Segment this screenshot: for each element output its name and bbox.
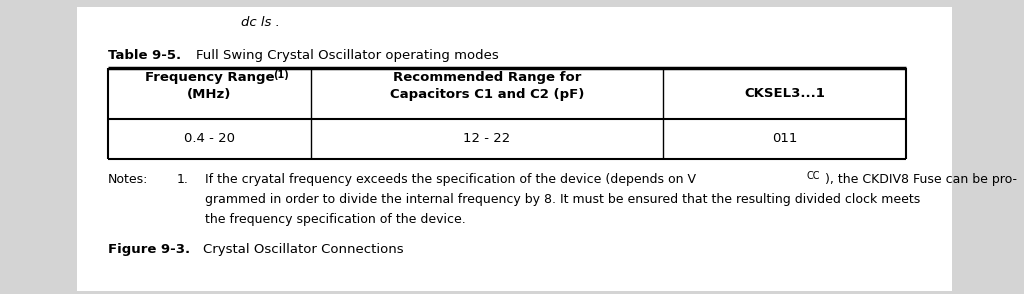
- Text: Table 9-5.: Table 9-5.: [108, 49, 180, 61]
- FancyBboxPatch shape: [77, 7, 952, 291]
- Text: 0.4 - 20: 0.4 - 20: [184, 132, 234, 146]
- Text: ), the CKDIV8 Fuse can be pro-: ), the CKDIV8 Fuse can be pro-: [825, 173, 1018, 186]
- Text: CKSEL3...1: CKSEL3...1: [744, 87, 825, 100]
- Text: grammed in order to divide the internal frequency by 8. It must be ensured that : grammed in order to divide the internal …: [205, 193, 920, 206]
- Text: (1): (1): [272, 70, 289, 80]
- Text: Capacitors C1 and C2 (pF): Capacitors C1 and C2 (pF): [390, 88, 584, 101]
- Text: 011: 011: [772, 132, 797, 146]
- Text: Full Swing Crystal Oscillator operating modes: Full Swing Crystal Oscillator operating …: [196, 49, 499, 61]
- Text: Figure 9-3.: Figure 9-3.: [108, 243, 189, 256]
- Text: Notes:: Notes:: [108, 173, 147, 186]
- Text: 1.: 1.: [177, 173, 189, 186]
- Text: Frequency Range: Frequency Range: [144, 71, 274, 84]
- Text: CC: CC: [807, 171, 820, 181]
- Text: dc ls .: dc ls .: [241, 16, 280, 29]
- Text: (MHz): (MHz): [187, 88, 231, 101]
- Text: If the cryatal frequency exceeds the specification of the device (depends on V: If the cryatal frequency exceeds the spe…: [205, 173, 695, 186]
- Text: the frequency specification of the device.: the frequency specification of the devic…: [205, 213, 466, 226]
- Text: 12 - 22: 12 - 22: [463, 132, 511, 146]
- Text: Crystal Oscillator Connections: Crystal Oscillator Connections: [203, 243, 403, 256]
- Text: Recommended Range for: Recommended Range for: [393, 71, 581, 84]
